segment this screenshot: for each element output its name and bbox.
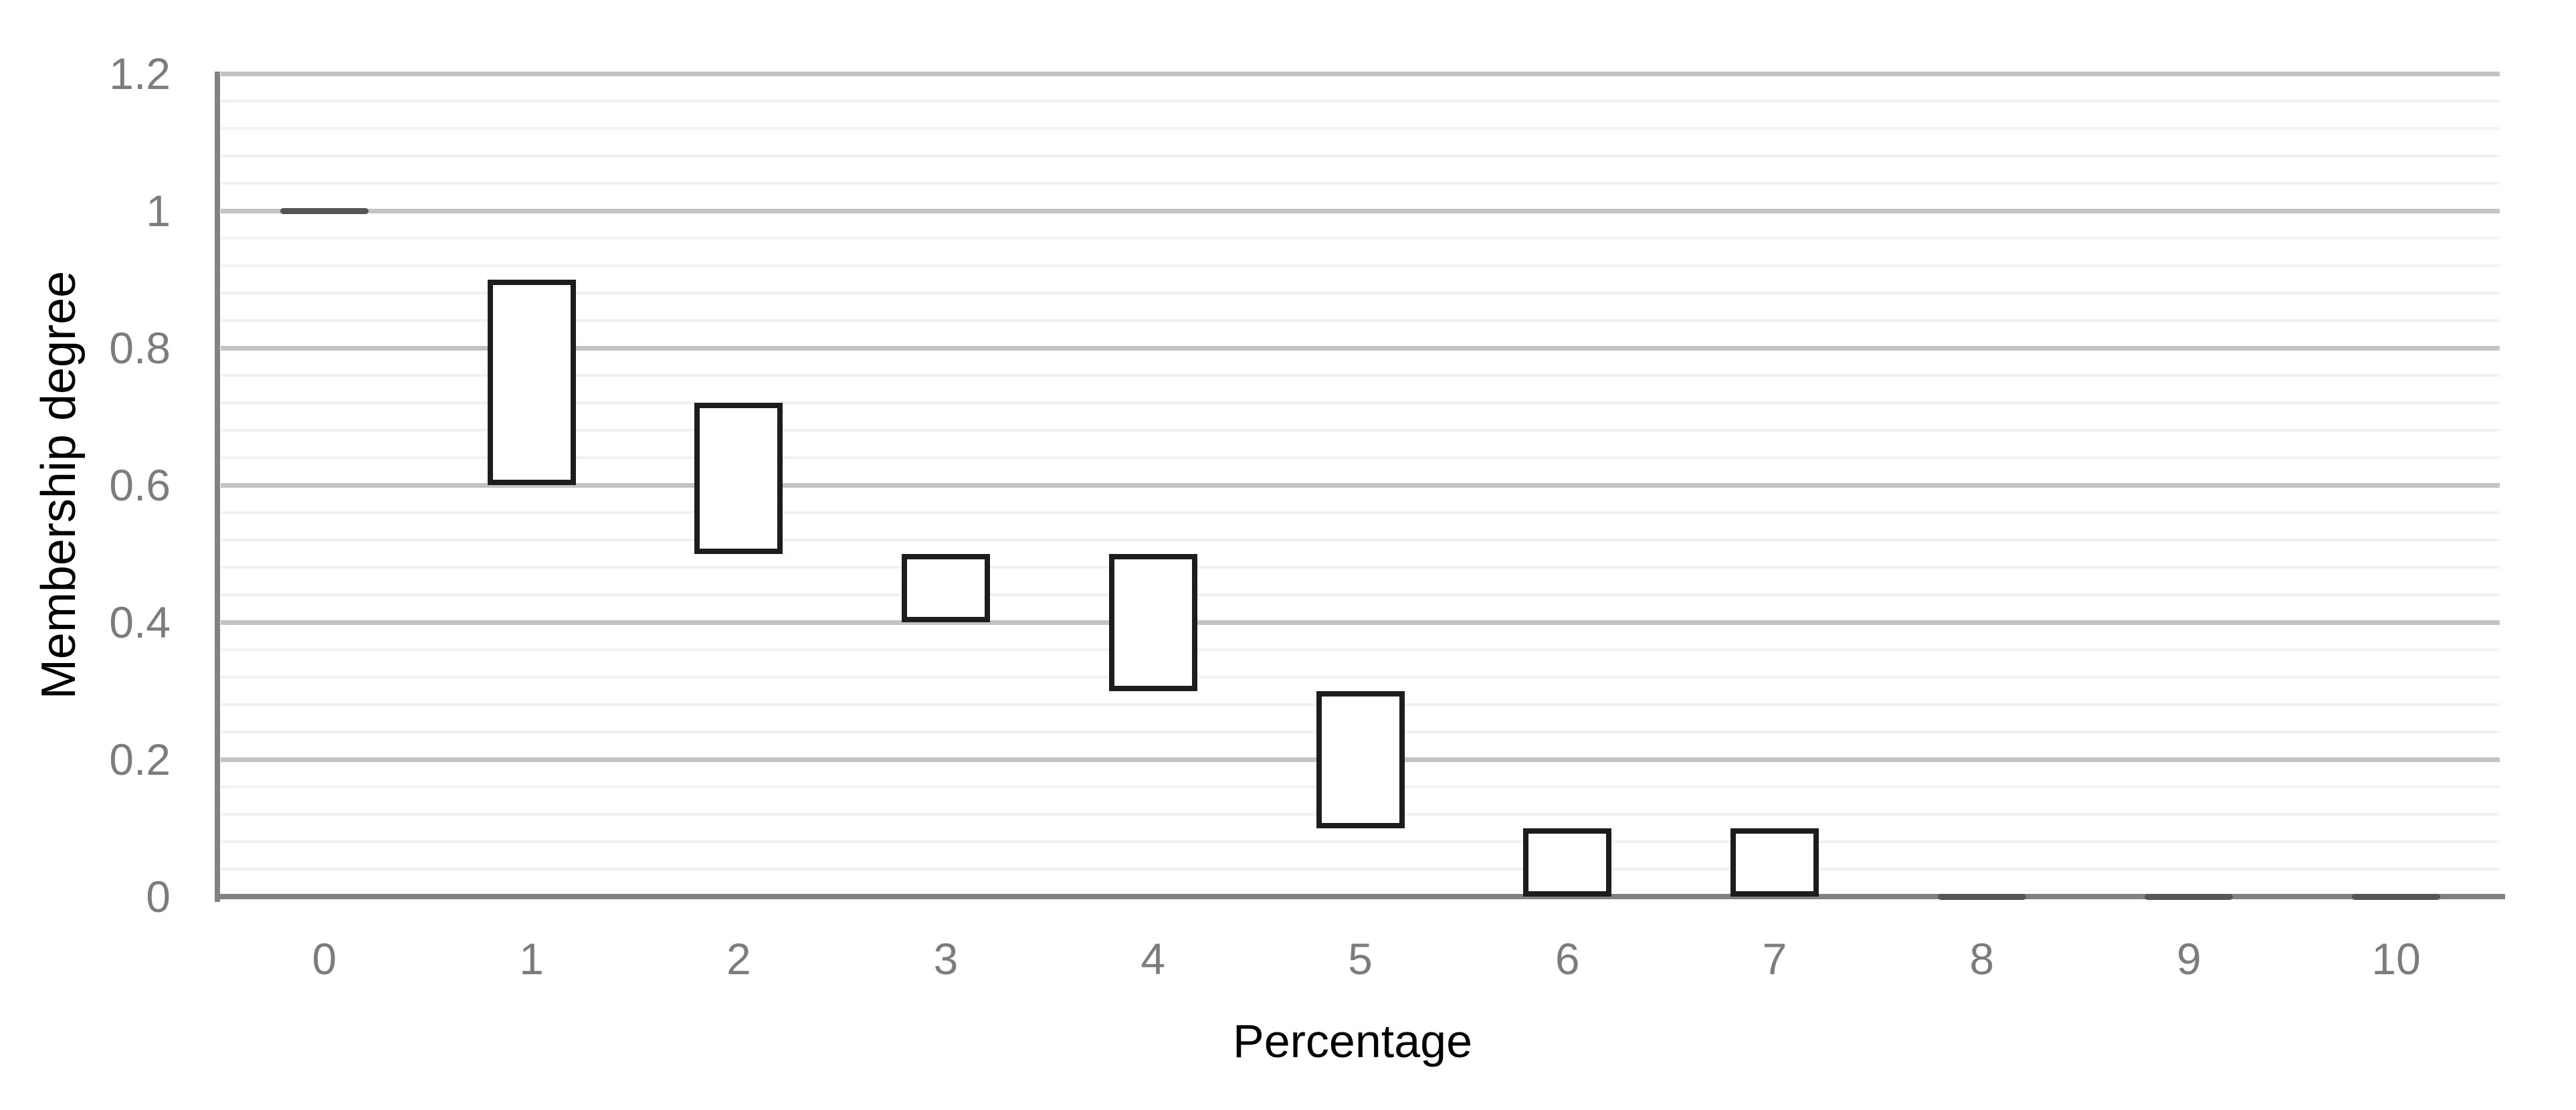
x-tick-label: 7	[1762, 934, 1787, 984]
gridline-minor	[221, 374, 2500, 377]
range-bar	[1108, 553, 1197, 691]
range-bar	[902, 553, 991, 622]
gridline-minor	[221, 511, 2500, 514]
y-axis-title: Membership degree	[32, 270, 86, 700]
zero-height-range-dash	[2352, 893, 2441, 900]
gridline-minor	[221, 840, 2500, 843]
y-axis-line	[215, 72, 220, 902]
y-tick-label: 0.2	[109, 735, 171, 784]
gridline-minor	[221, 566, 2500, 569]
gridline-minor	[221, 264, 2500, 267]
range-bar	[1730, 828, 1819, 897]
gridline-major	[221, 208, 2500, 213]
zero-height-range-dash	[1937, 893, 2026, 900]
x-tick-label: 1	[519, 934, 544, 984]
x-tick-label: 5	[1348, 934, 1373, 984]
y-tick-label: 0.4	[109, 597, 171, 647]
x-tick-label: 10	[2371, 934, 2421, 984]
gridline-major	[221, 482, 2500, 488]
x-tick-label: 3	[933, 934, 959, 984]
gridline-minor	[221, 100, 2500, 102]
range-bar	[694, 403, 783, 554]
range-bar	[1523, 828, 1612, 897]
gridline-minor	[221, 429, 2500, 432]
y-tick-label: 0.8	[109, 323, 171, 373]
zero-height-range-dash	[280, 207, 369, 214]
zero-height-range-dash	[2145, 893, 2234, 900]
gridline-minor	[221, 456, 2500, 459]
x-tick-label: 0	[312, 934, 337, 984]
y-tick-label: 1	[146, 186, 171, 236]
gridline-minor	[221, 539, 2500, 541]
gridline-minor	[221, 648, 2500, 651]
range-bar	[487, 279, 576, 485]
gridline-minor	[221, 319, 2500, 322]
gridline-major	[221, 620, 2500, 625]
x-tick-label: 6	[1555, 934, 1580, 984]
x-axis-title: Percentage	[1233, 1015, 1473, 1067]
gridline-minor	[221, 182, 2500, 185]
range-bar	[1316, 690, 1405, 828]
gridline-major	[221, 71, 2500, 76]
gridline-major	[221, 345, 2500, 351]
x-axis-line	[215, 894, 2505, 899]
gridline-minor	[221, 868, 2500, 870]
x-tick-label: 2	[726, 934, 751, 984]
gridline-minor	[221, 593, 2500, 596]
x-tick-label: 8	[1969, 934, 1995, 984]
gridline-minor	[221, 676, 2500, 678]
x-tick-label: 4	[1141, 934, 1166, 984]
y-tick-label: 0	[146, 872, 171, 921]
y-tick-label: 1.2	[109, 49, 171, 98]
gridline-minor	[221, 237, 2500, 240]
x-tick-label: 9	[2177, 934, 2201, 984]
gridline-minor	[221, 155, 2500, 157]
gridline-minor	[221, 292, 2500, 294]
gridline-minor	[221, 127, 2500, 130]
y-tick-label: 0.6	[109, 460, 171, 510]
gridline-minor	[221, 401, 2500, 404]
